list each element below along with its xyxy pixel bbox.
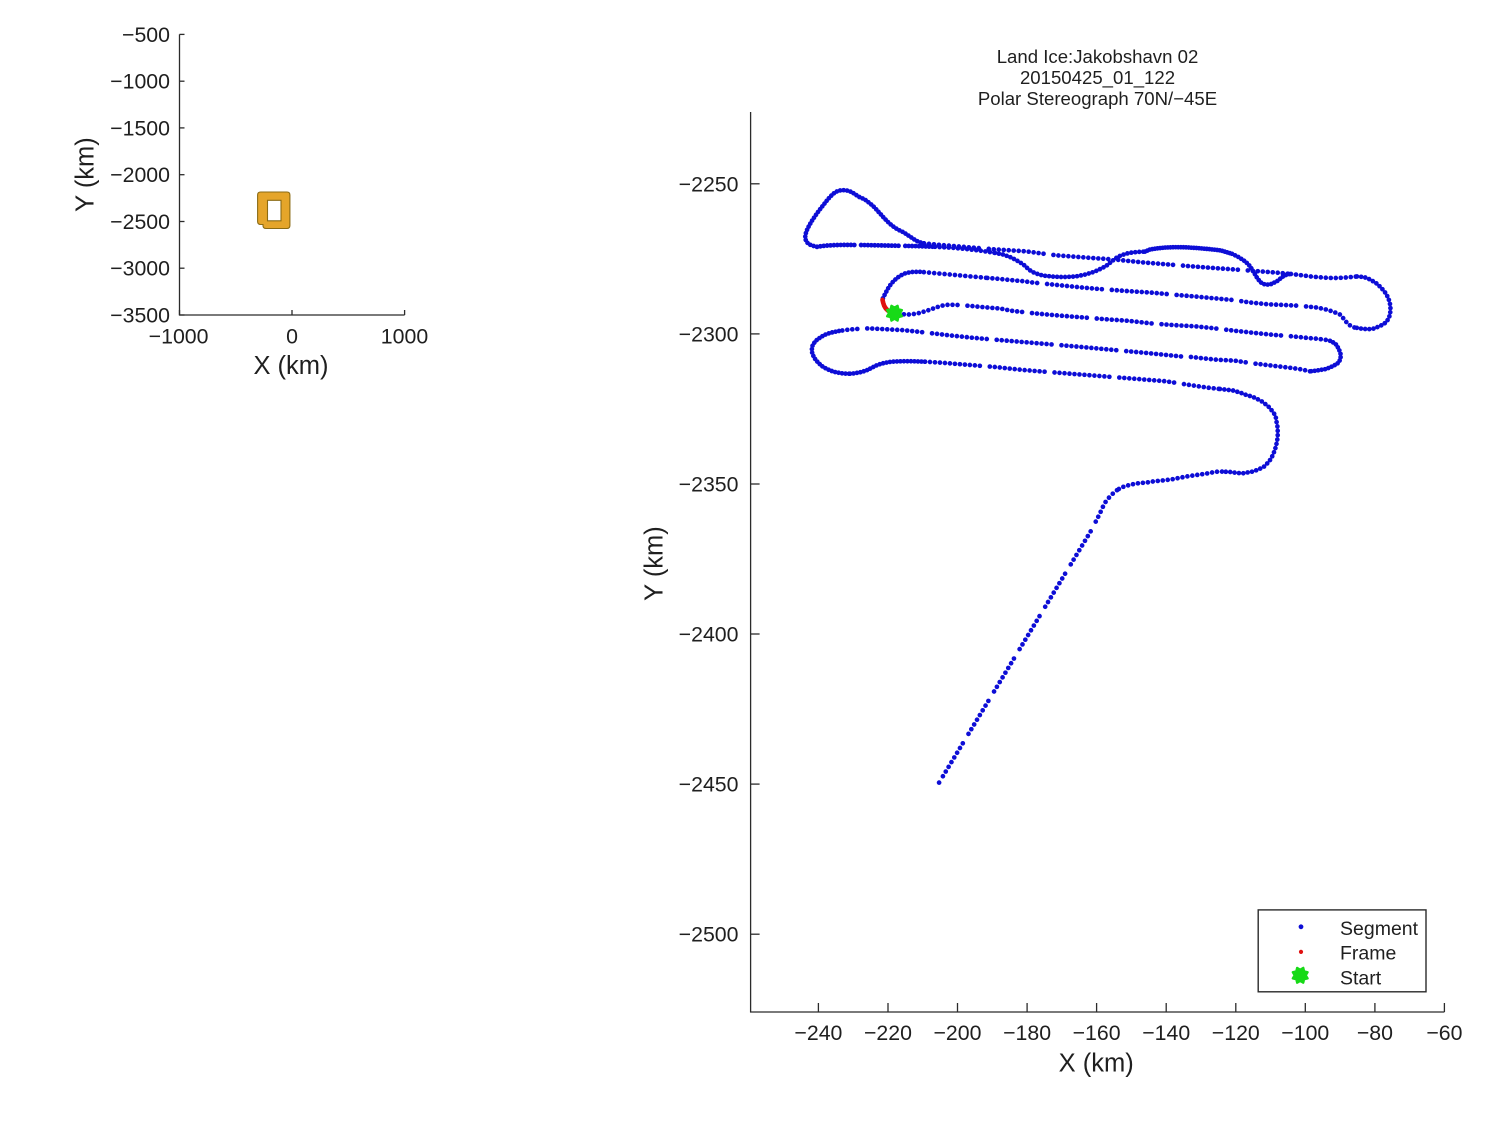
svg-text:−2250: −2250 [679,172,739,196]
svg-text:−140: −140 [1142,1021,1190,1045]
svg-text:Y (km): Y (km) [71,137,99,212]
svg-text:−120: −120 [1212,1021,1260,1045]
svg-text:−3000: −3000 [110,257,170,281]
svg-text:−60: −60 [1426,1021,1462,1045]
svg-text:−1000: −1000 [149,325,209,349]
svg-text:−1000: −1000 [110,70,170,94]
svg-text:Polar Stereograph 70N/−45E: Polar Stereograph 70N/−45E [978,88,1217,109]
svg-text:X (km): X (km) [253,352,328,380]
svg-text:Segment: Segment [1340,918,1419,940]
svg-text:Land Ice:Jakobshavn 02: Land Ice:Jakobshavn 02 [997,46,1199,67]
svg-text:−2300: −2300 [679,322,739,346]
svg-text:−3500: −3500 [110,304,170,328]
svg-text:−500: −500 [122,23,170,47]
svg-text:−100: −100 [1281,1021,1329,1045]
svg-text:−2400: −2400 [679,623,739,647]
svg-text:−200: −200 [934,1021,982,1045]
svg-text:−2500: −2500 [110,210,170,234]
svg-text:Y (km): Y (km) [641,526,669,601]
svg-text:0: 0 [286,325,298,349]
svg-text:−160: −160 [1073,1021,1121,1045]
svg-text:−240: −240 [794,1021,842,1045]
svg-text:X (km): X (km) [1059,1050,1134,1078]
svg-text:1000: 1000 [381,325,429,349]
svg-text:−2350: −2350 [679,473,739,497]
svg-text:20150425_01_122: 20150425_01_122 [1020,67,1175,89]
svg-text:−180: −180 [1003,1021,1051,1045]
svg-text:−2000: −2000 [110,163,170,187]
svg-text:−2450: −2450 [679,773,739,797]
svg-text:−1500: −1500 [110,116,170,140]
svg-text:Frame: Frame [1340,943,1396,965]
svg-text:−220: −220 [864,1021,912,1045]
svg-text:−80: −80 [1357,1021,1393,1045]
svg-text:−2500: −2500 [679,923,739,947]
svg-text:Start: Start [1340,967,1382,989]
